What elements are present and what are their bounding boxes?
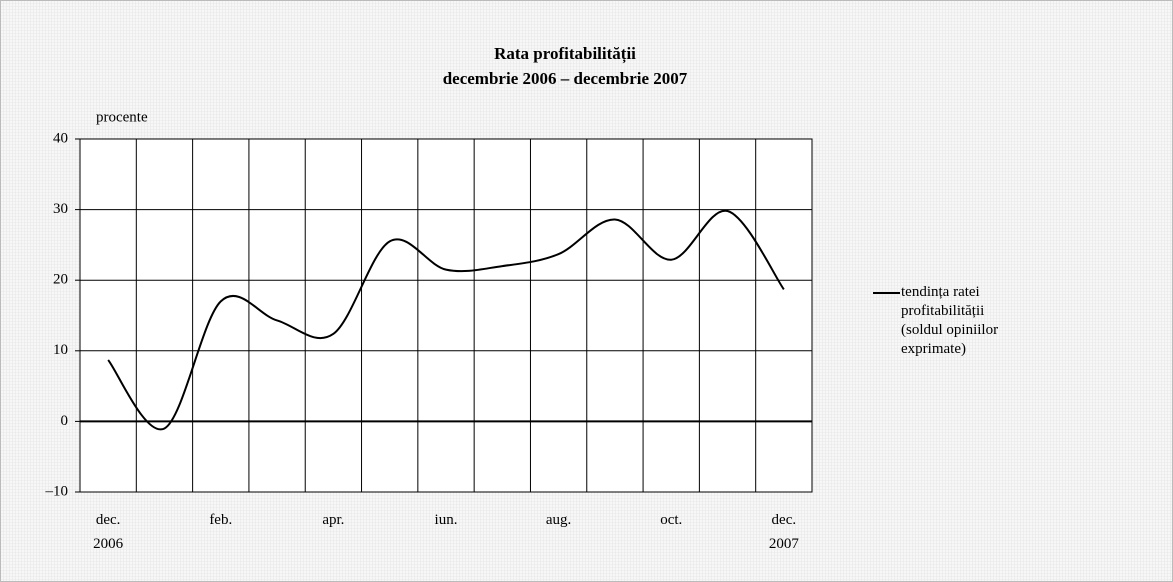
y-tick-label: 40 (53, 130, 68, 146)
y-tick-label: 20 (53, 272, 68, 288)
x-tick-label: apr. (322, 512, 344, 528)
x-tick-label: aug. (546, 512, 571, 528)
series-line (107, 209, 785, 431)
chart-subtitle: decembrie 2006 – decembrie 2007 (443, 69, 688, 88)
x-tick-label: dec. 2007 (769, 512, 800, 552)
legend-label: tendința ratei profitabilității (soldul op… (901, 284, 998, 357)
y-tick-label: –10 (45, 483, 69, 499)
x-tick-label: feb. (209, 512, 232, 528)
y-tick-label: 0 (61, 413, 69, 429)
x-tick-label: dec. 2006 (93, 512, 124, 552)
y-tick-label: 30 (53, 201, 68, 217)
y-axis-label: procente (96, 109, 148, 125)
x-tick-label: oct. (660, 512, 682, 528)
x-tick-label: iun. (435, 512, 458, 528)
plot-area (79, 138, 813, 493)
chart-title: Rata profitabilității (494, 44, 636, 64)
y-tick-label: 10 (53, 342, 68, 358)
